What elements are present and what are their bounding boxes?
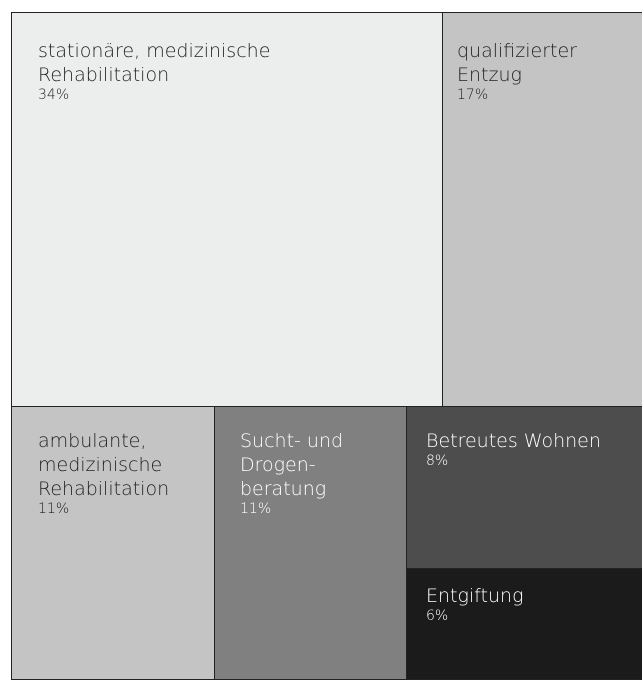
value-label: 34% [38, 87, 70, 103]
treemap-cell: Entgiftung 6% [406, 568, 642, 680]
value-label: 8% [426, 453, 449, 469]
category-name: Betreutes Wohnen [426, 430, 601, 452]
cell-label: Entgiftung 6% [426, 584, 523, 624]
treemap-cell: qualifizierter Entzug 17% [442, 12, 642, 407]
category-name: Sucht- und Drogen- beratung [240, 430, 344, 500]
cell-label: ambulante, medizinische Rehabilitation 11… [38, 429, 169, 517]
cell-label: Sucht- und Drogen- beratung 11% [240, 429, 343, 517]
value-label: 6% [426, 608, 449, 624]
category-name: stationäre, medizinische Rehabilitation [38, 40, 271, 86]
category-name: qualifizierter Entzug [457, 40, 577, 86]
treemap-cell: stationäre, medizinische Rehabilitation 3… [11, 12, 443, 407]
treemap-cell: Sucht- und Drogen- beratung 11% [214, 406, 407, 680]
treemap-cell: Betreutes Wohnen 8% [406, 406, 642, 569]
cell-label: qualifizierter Entzug 17% [457, 39, 577, 103]
value-label: 17% [457, 87, 489, 103]
value-label: 11% [240, 501, 272, 517]
category-name: ambulante, medizinische Rehabilitation [38, 430, 170, 500]
category-name: Entgiftung [426, 585, 524, 607]
value-label: 11% [38, 501, 70, 517]
cell-label: Betreutes Wohnen 8% [426, 429, 601, 469]
treemap-cell: ambulante, medizinische Rehabilitation 11… [11, 406, 215, 680]
cell-label: stationäre, medizinische Rehabilitation 3… [38, 39, 270, 103]
